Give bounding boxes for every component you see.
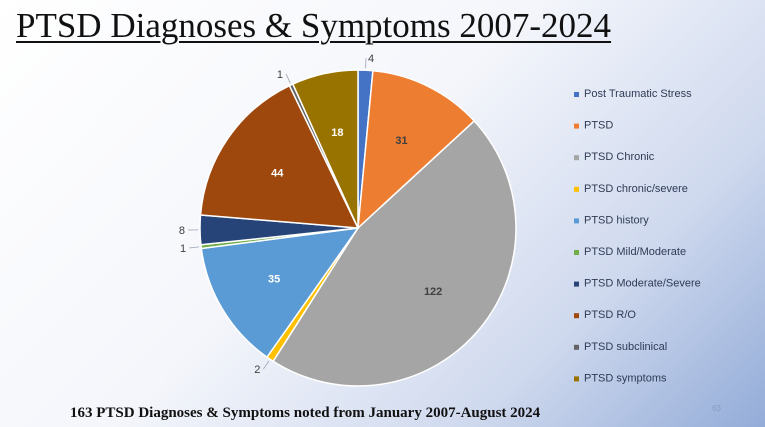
- data-label-ptsd-chronic: 122: [424, 286, 442, 298]
- legend-label-ptsd-chronic-severe: PTSD chronic/severe: [584, 183, 688, 195]
- legend-swatch-ptsd-history: [574, 218, 579, 224]
- data-label-ptsd-history: 35: [268, 274, 280, 286]
- leader-lines: [188, 58, 367, 370]
- legend-swatch-post-traumatic-stress: [574, 92, 579, 97]
- chart-title: PTSD Diagnoses & Symptoms 2007-2024: [16, 6, 612, 45]
- legend-swatch-ptsd-r-o: [574, 313, 579, 319]
- pie-slice-ptsd: [357, 69, 476, 230]
- chart-legend: Post Traumatic Stress PTSD PTSD Chronic PTS…: [574, 88, 701, 384]
- data-label-ptsd-chronic-severe: 2: [254, 364, 260, 376]
- data-label-ptsd-mild-moderate: 1: [180, 243, 186, 255]
- legend-label-ptsd-history: PTSD history: [584, 214, 649, 226]
- leader-line-ptsd-mild-moderate: [189, 246, 200, 249]
- legend-swatch-ptsd-chronic: [574, 155, 579, 161]
- data-label-ptsd-subclinical: 1: [277, 69, 283, 81]
- legend-label-ptsd-chronic: PTSD Chronic: [584, 151, 655, 163]
- pie-slice-ptsd-history: [200, 227, 360, 359]
- legend-label-ptsd-subclinical: PTSD subclinical: [584, 341, 667, 353]
- pie-slice-ptsd-r-o: [199, 84, 360, 229]
- data-label-ptsd-symptoms: 18: [331, 127, 343, 139]
- legend-swatch-ptsd-chronic-severe: [574, 186, 579, 192]
- data-label-post-traumatic-stress: 4: [368, 53, 374, 65]
- legend-swatch-ptsd: [574, 123, 579, 129]
- legend-swatch-ptsd-symptoms: [574, 376, 579, 382]
- pie-slices: [199, 69, 517, 387]
- legend-swatch-ptsd-mild-moderate: [574, 250, 579, 255]
- pie-slice-ptsd-symptoms: [291, 69, 359, 229]
- legend-label-ptsd-symptoms: PTSD symptoms: [584, 372, 667, 384]
- data-label-ptsd-r-o: 44: [271, 167, 284, 179]
- legend-label-ptsd-moderate-severe: PTSD Moderate/Severe: [584, 278, 701, 290]
- legend-label-ptsd-mild-moderate: PTSD Mild/Moderate: [584, 246, 686, 258]
- legend-label-post-traumatic-stress: Post Traumatic Stress: [584, 88, 692, 100]
- legend-label-ptsd-r-o: PTSD R/O: [584, 309, 636, 321]
- leader-line-ptsd-subclinical: [285, 73, 291, 84]
- legend-swatch-ptsd-subclinical: [574, 344, 579, 350]
- legend-swatch-ptsd-moderate-severe: [574, 281, 579, 287]
- legend-label-ptsd: PTSD: [584, 120, 613, 132]
- slide-number: 63: [712, 404, 721, 413]
- slide-footer-note: 163 PTSD Diagnoses & Symptoms noted from…: [70, 405, 541, 421]
- data-label-ptsd-moderate-severe: 8: [179, 225, 185, 237]
- data-label-ptsd: 31: [395, 135, 407, 147]
- leader-line-ptsd-chronic-severe: [263, 360, 270, 370]
- pie-slice-ptsd-chronic: [272, 119, 517, 387]
